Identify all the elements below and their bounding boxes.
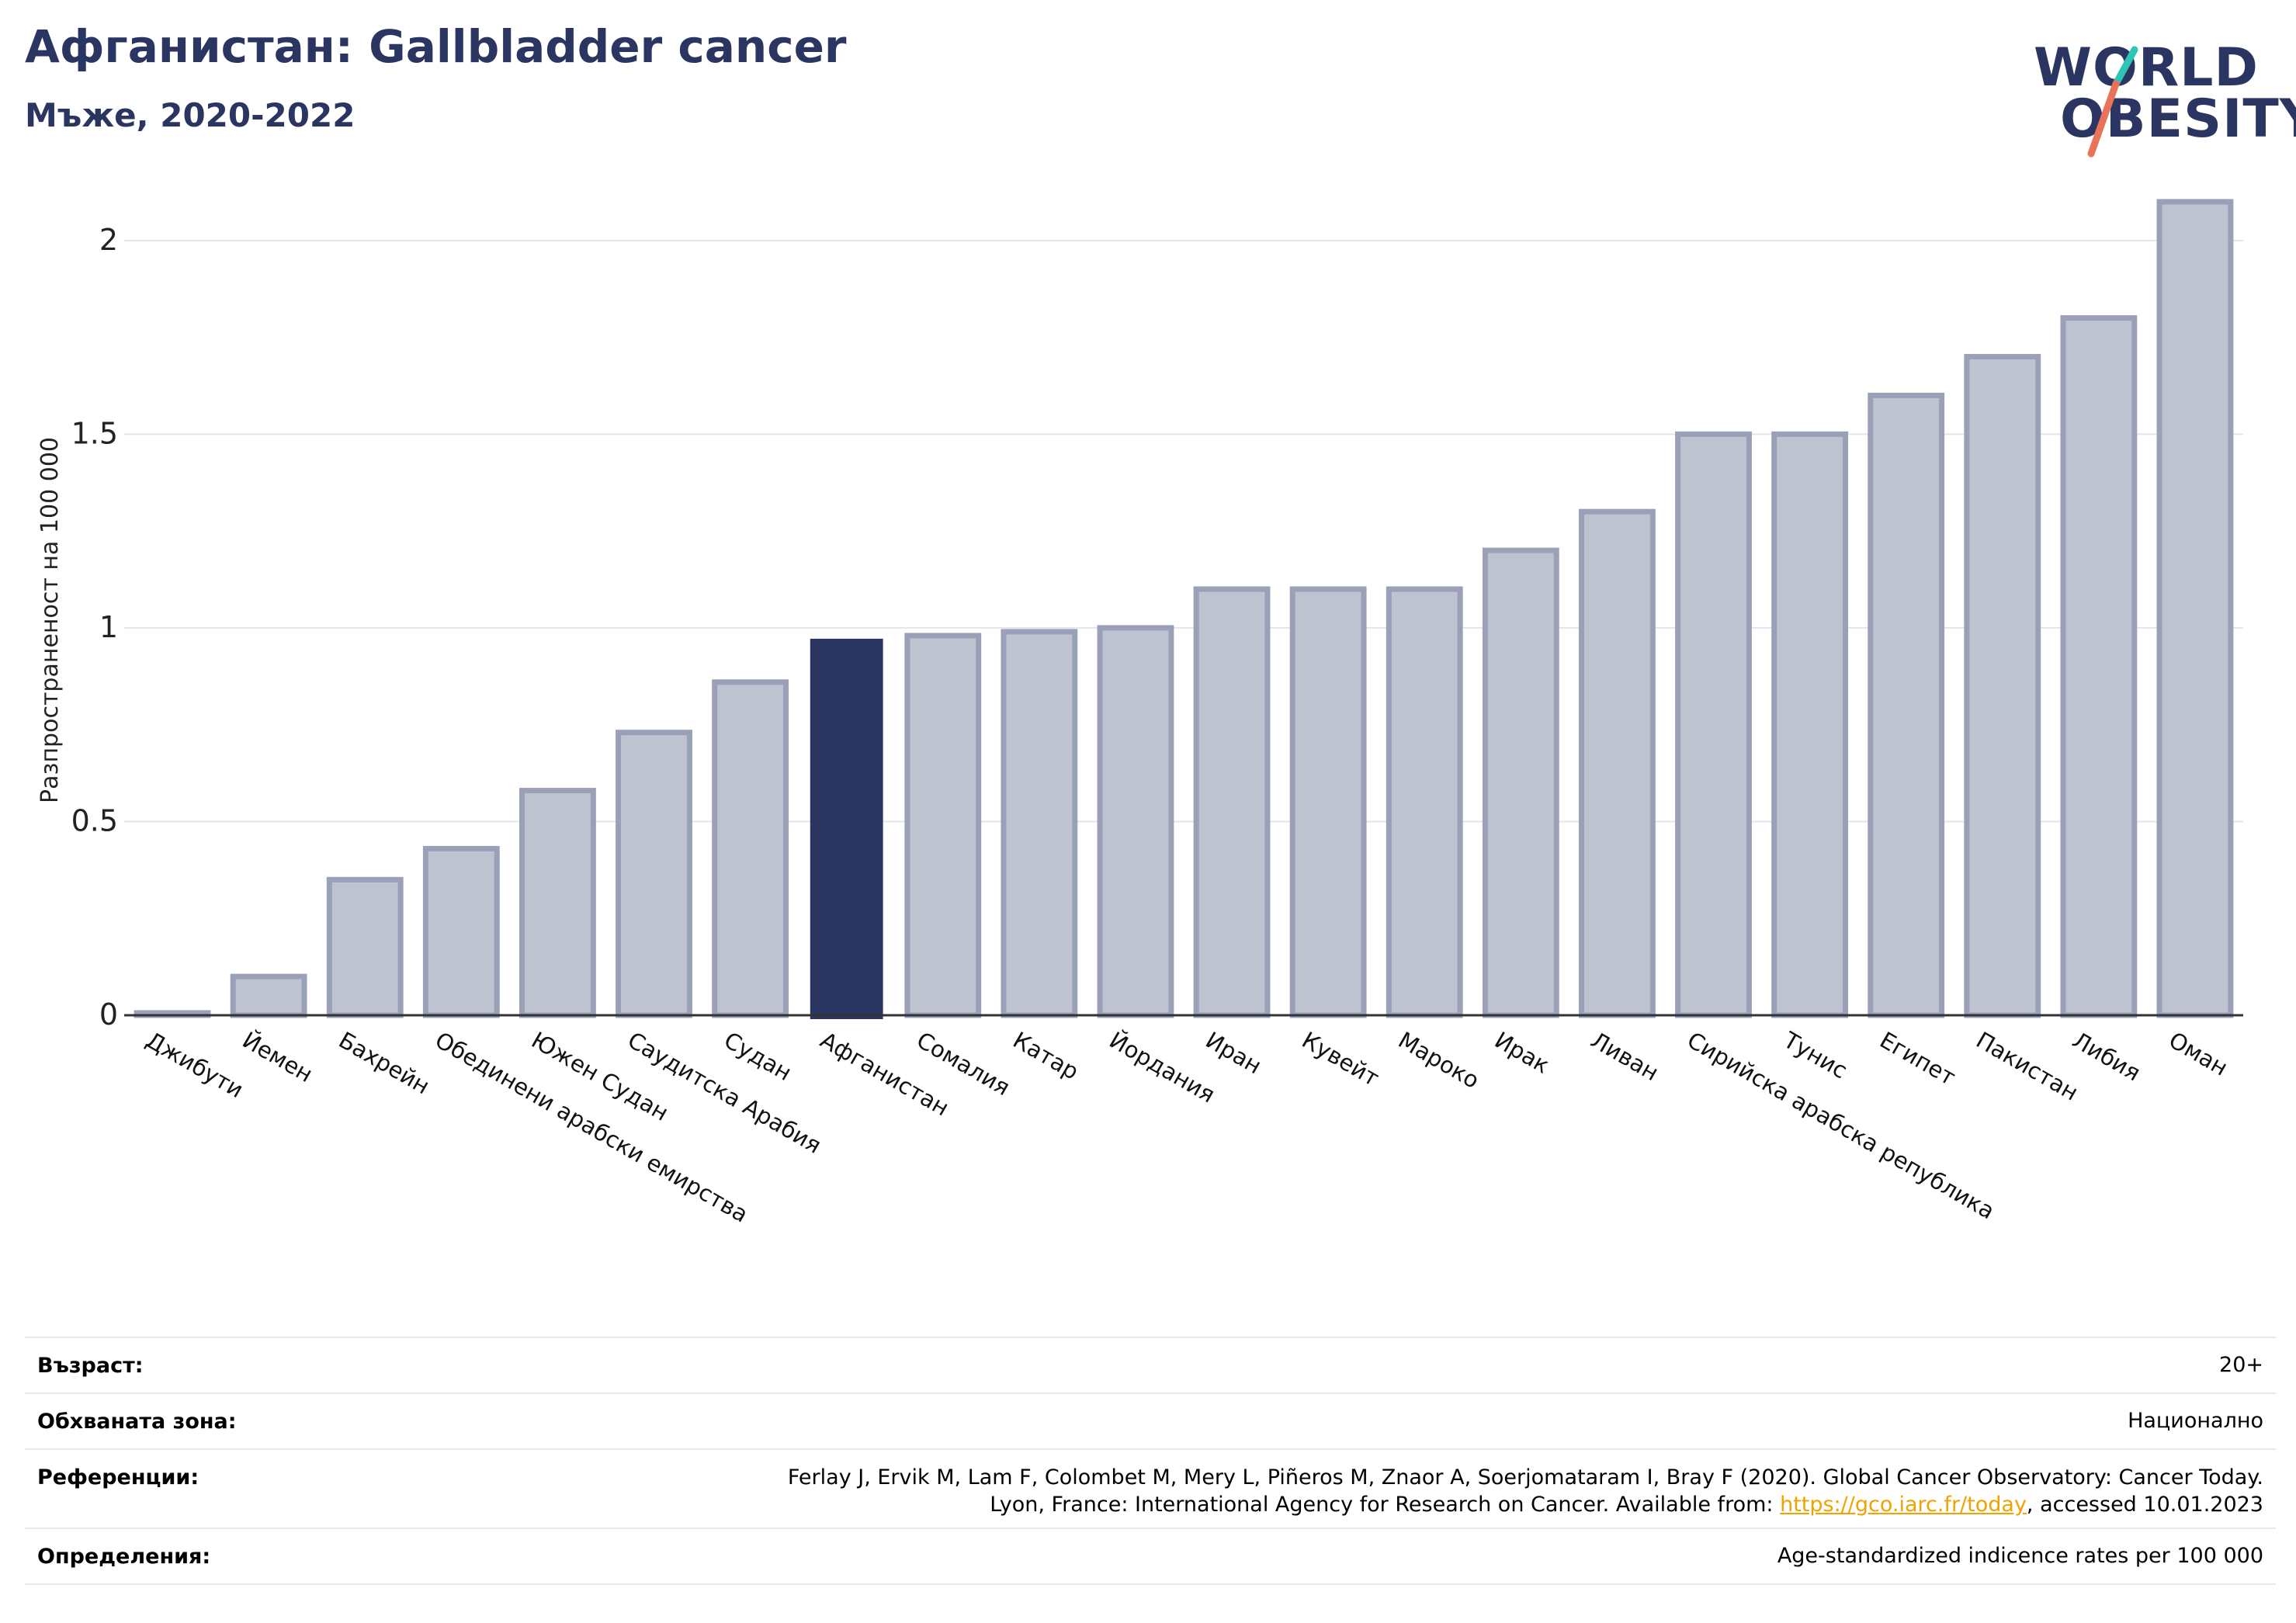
bar-Кувейт (1289, 586, 1367, 1018)
info-row-area: Обхваната зона: Национално (25, 1394, 2276, 1450)
x-tick-label: Мароко (1394, 1027, 1484, 1094)
bar-Йемен (230, 973, 307, 1018)
bar-Судан (712, 679, 789, 1018)
bar-Южен Судан (519, 788, 596, 1018)
x-tick-label: Судан (720, 1027, 796, 1087)
x-tick-label: Йемен (238, 1027, 317, 1088)
x-tick-label: Йордания (1105, 1027, 1219, 1108)
area-label: Обхваната зона: (37, 1410, 237, 1434)
bar-Тунис (1771, 431, 1849, 1018)
y-tick-label: 1.5 (71, 416, 118, 450)
bar-Пакистан (1964, 354, 2041, 1018)
references-line2-pre: Lyon, France: International Agency for R… (990, 1493, 1781, 1517)
x-tick-label: Бахрейн (335, 1027, 435, 1100)
bar-Мароко (1386, 586, 1463, 1018)
age-label: Възраст: (37, 1354, 144, 1378)
bar-Йордания (1097, 625, 1174, 1018)
info-row-age: Възраст: 20+ (25, 1338, 2276, 1394)
x-tick-label: Либия (2068, 1027, 2145, 1087)
x-tick-label: Катар (1008, 1027, 1083, 1085)
y-tick-label: 1 (99, 610, 118, 644)
logo-slash-icon (2087, 46, 2138, 158)
bar-Бахрейн (326, 876, 404, 1018)
references-link[interactable]: https://gco.iarc.fr/today (1780, 1493, 2027, 1517)
info-row-definitions: Определения: Age-standardized indicence … (25, 1529, 2276, 1585)
chart-title: Афганистан: Gallbladder cancer (25, 20, 847, 73)
area-value: Национално (2128, 1409, 2263, 1433)
x-tick-label: Египет (1875, 1027, 1960, 1091)
x-tick-label: Оман (2164, 1027, 2232, 1081)
x-tick-label: Ливан (1587, 1027, 1663, 1087)
bar-Саудитска Арабия (616, 730, 692, 1018)
bar-Египет (1868, 392, 1945, 1018)
y-tick-label: 2 (99, 223, 118, 257)
info-row-references: Референции: Ferlay J, Ervik M, Lam F, Co… (25, 1450, 2276, 1529)
bar-Афганистан (810, 638, 883, 1020)
references-line2-post: , accessed 10.01.2023 (2026, 1493, 2263, 1517)
x-tick-label: Кувейт (1298, 1027, 1384, 1092)
bar-Катар (1001, 629, 1078, 1018)
bar-Ирак (1482, 547, 1559, 1018)
bar-Оман (2156, 199, 2234, 1018)
definitions-value: Age-standardized indicence rates per 100… (1777, 1544, 2263, 1568)
x-tick-label: Иран (1202, 1027, 1267, 1080)
info-table: Възраст: 20+ Обхваната зона: Национално … (25, 1337, 2276, 1587)
x-tick-label: Пакистан (1972, 1027, 2083, 1106)
bar-Обединени арабски емирства (422, 845, 500, 1018)
x-tick-label: Ирак (1490, 1027, 1554, 1079)
bar-Сирийска арабска република (1675, 431, 1752, 1018)
bar-Иран (1193, 586, 1271, 1018)
definitions-label: Определения: (37, 1545, 211, 1569)
age-value: 20+ (2219, 1353, 2263, 1377)
bar-chart: 0 0.5 1 1.5 2 Разпространеност на 100 000 Джиб… (36, 199, 2243, 1228)
references-line2: Lyon, France: International Agency for R… (788, 1491, 2263, 1518)
bar-Сомалия (904, 633, 982, 1018)
bar-Ливан (1578, 508, 1656, 1018)
references-value: Ferlay J, Ervik M, Lam F, Colombet M, Me… (788, 1464, 2263, 1518)
bar-Либия (2060, 315, 2138, 1018)
y-tick-label: 0.5 (71, 803, 118, 838)
y-tick-label: 0 (99, 997, 118, 1032)
y-axis-label: Разпространеност на 100 000 (36, 437, 64, 803)
references-line1: Ferlay J, Ervik M, Lam F, Colombet M, Me… (787, 1465, 2263, 1489)
chart-subtitle: Мъже, 2020-2022 (25, 96, 355, 134)
x-tick-label: Тунис (1778, 1026, 1852, 1084)
references-label: Референции: (37, 1465, 199, 1489)
world-obesity-logo: WORLD OBESITY (2026, 22, 2296, 161)
x-tick-label: Джибути (142, 1027, 248, 1104)
logo-line1: WORLD (2034, 37, 2259, 99)
